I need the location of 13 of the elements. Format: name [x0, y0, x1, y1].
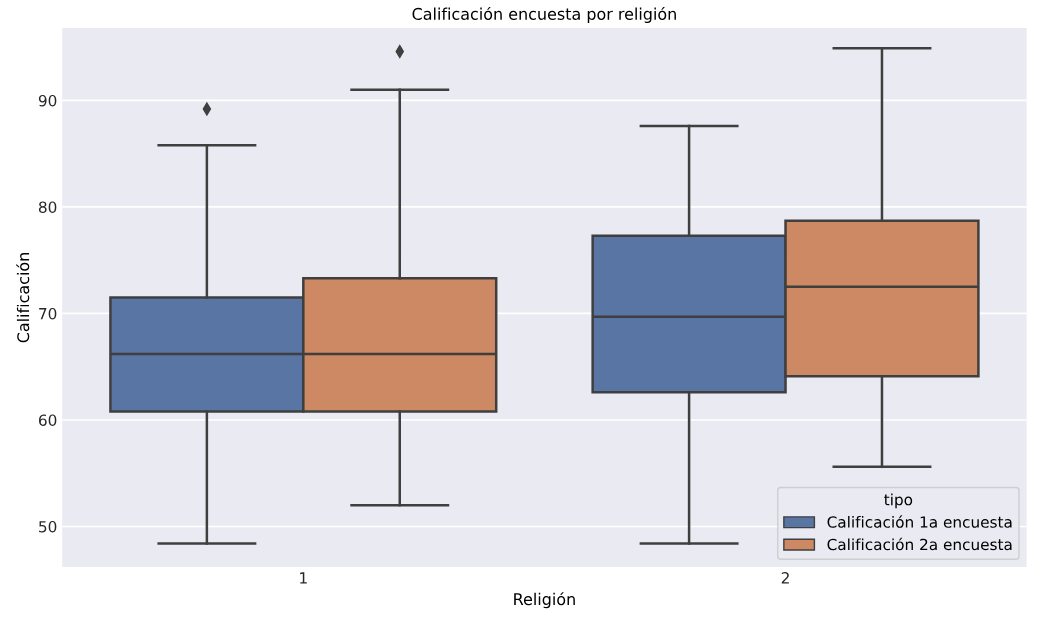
legend-label: Calificación 2a encuesta	[827, 537, 1012, 551]
y-tick-label: 90	[38, 94, 57, 107]
legend-label: Calificación 1a encuesta	[827, 515, 1012, 528]
y-tick-label: 60	[38, 414, 57, 426]
legend-title: tipo	[884, 493, 913, 509]
y-tick-label: 80	[38, 201, 57, 213]
y-tick-label: 70	[39, 307, 57, 320]
chart-title: Calificación encuesta por religión	[412, 6, 676, 24]
x-tick-label: 1	[300, 572, 307, 584]
x-axis-title: Religión	[514, 592, 575, 609]
x-tick-label: 2	[781, 572, 789, 584]
y-axis-title: Calificación	[16, 253, 30, 343]
y-tick-label: 50	[39, 520, 57, 533]
